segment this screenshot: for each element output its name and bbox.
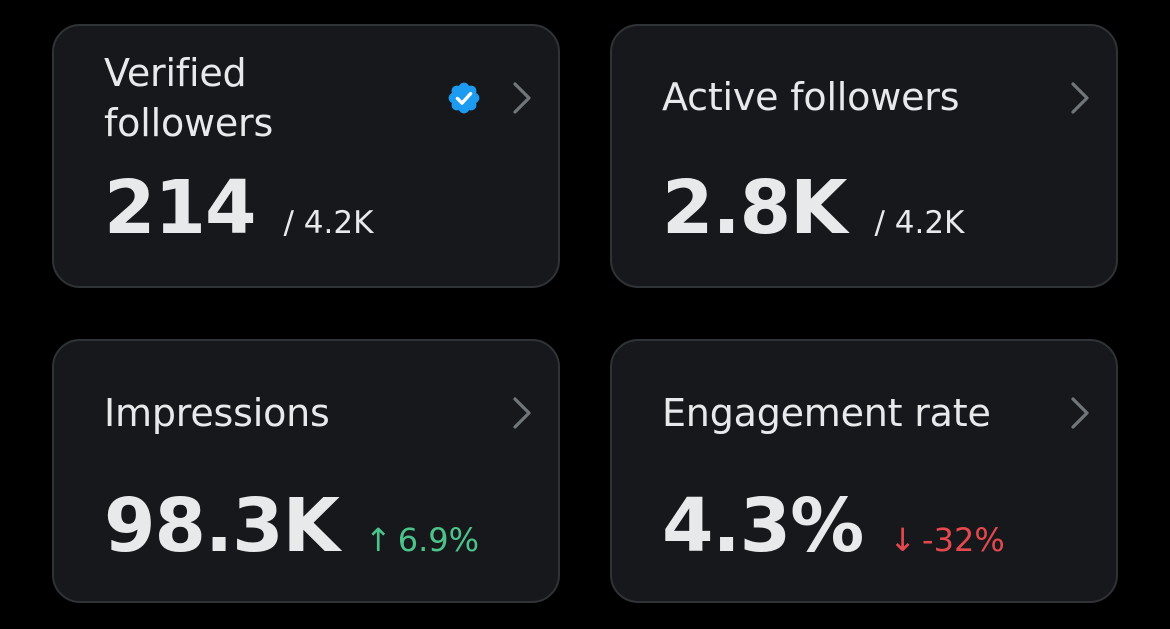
delta-up: ↑ 6.9% <box>365 521 479 559</box>
chevron-right-icon <box>1071 82 1089 114</box>
engagement-rate-card[interactable]: Engagement rate 4.3% ↓ -32% <box>610 339 1118 603</box>
chevron-right-icon <box>513 82 531 114</box>
metric-total: / 4.2K <box>874 205 965 241</box>
delta-value: -32% <box>922 521 1005 559</box>
verified-followers-card[interactable]: Verified followers 214 / 4.2K <box>52 24 560 288</box>
metric-value: 4.3% <box>662 483 864 569</box>
metric-value: 214 <box>104 165 256 251</box>
metric-value-row: 4.3% ↓ -32% <box>662 484 1005 568</box>
arrow-down-icon: ↓ <box>889 521 917 559</box>
metric-value: 98.3K <box>104 483 340 569</box>
metric-total: / 4.2K <box>283 205 374 241</box>
chevron-right-icon <box>513 397 531 429</box>
metric-value-row: 214 / 4.2K <box>104 166 373 250</box>
card-title: Verified followers <box>104 51 274 145</box>
verified-badge-icon <box>448 82 480 114</box>
arrow-up-icon: ↑ <box>364 521 392 559</box>
delta-value: 6.9% <box>397 521 480 559</box>
metric-value-row: 2.8K / 4.2K <box>662 166 964 250</box>
impressions-card[interactable]: Impressions 98.3K ↑ 6.9% <box>52 339 560 603</box>
metric-value-row: 98.3K ↑ 6.9% <box>104 484 479 568</box>
chevron-right-icon <box>1071 397 1089 429</box>
card-title: Active followers <box>662 75 960 119</box>
card-title: Engagement rate <box>662 391 991 435</box>
delta-down: ↓ -32% <box>889 521 1004 559</box>
metric-value: 2.8K <box>662 165 847 251</box>
card-title: Impressions <box>104 391 330 435</box>
active-followers-card[interactable]: Active followers 2.8K / 4.2K <box>610 24 1118 288</box>
